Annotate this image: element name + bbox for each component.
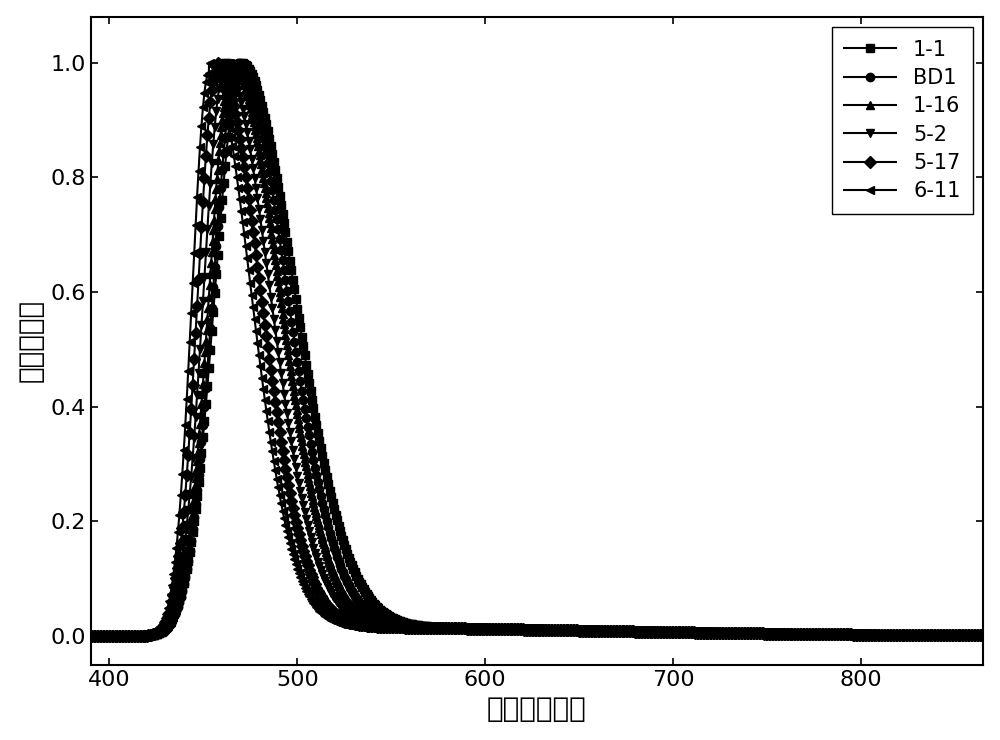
BD1 xyxy=(418,622,430,631)
1-1 xyxy=(753,629,765,638)
BD1 xyxy=(987,631,999,640)
5-17 xyxy=(753,629,765,638)
6-11 xyxy=(618,627,630,636)
1-1 xyxy=(233,70,245,78)
Y-axis label: 归一化强度: 归一化强度 xyxy=(17,299,45,383)
5-2 xyxy=(665,628,677,636)
6-11 xyxy=(233,190,245,199)
5-2 xyxy=(987,631,999,640)
BD1 xyxy=(665,628,677,636)
6-11 xyxy=(753,629,765,638)
1-16 xyxy=(753,629,765,638)
5-2 xyxy=(823,630,835,639)
1-16 xyxy=(987,631,999,640)
5-17 xyxy=(233,131,245,140)
5-17 xyxy=(823,630,835,639)
Line: 1-16: 1-16 xyxy=(68,58,997,640)
5-2 xyxy=(753,629,765,638)
1-1 xyxy=(235,58,247,67)
1-16 xyxy=(823,630,835,639)
1-1 xyxy=(66,632,78,641)
BD1 xyxy=(233,58,245,67)
Legend: 1-1, BD1, 1-16, 5-2, 5-17, 6-11: 1-1, BD1, 1-16, 5-2, 5-17, 6-11 xyxy=(832,27,973,214)
5-17 xyxy=(618,627,630,636)
5-2 xyxy=(233,90,245,98)
Line: 1-1: 1-1 xyxy=(68,58,997,640)
1-1 xyxy=(987,631,999,640)
Line: 5-17: 5-17 xyxy=(68,58,997,640)
BD1 xyxy=(753,629,765,638)
1-16 xyxy=(66,632,78,641)
1-16 xyxy=(226,58,238,67)
6-11 xyxy=(987,631,999,640)
5-2 xyxy=(418,623,430,632)
6-11 xyxy=(203,58,215,67)
1-16 xyxy=(418,623,430,632)
1-1 xyxy=(618,627,630,636)
6-11 xyxy=(418,624,430,633)
6-11 xyxy=(823,630,835,639)
5-2 xyxy=(218,58,230,67)
1-1 xyxy=(823,630,835,639)
BD1 xyxy=(618,627,630,636)
5-17 xyxy=(66,632,78,641)
BD1 xyxy=(823,630,835,639)
1-16 xyxy=(618,627,630,636)
5-17 xyxy=(987,631,999,640)
1-16 xyxy=(665,628,677,636)
5-2 xyxy=(618,627,630,636)
1-1 xyxy=(418,622,430,630)
5-2 xyxy=(66,632,78,641)
5-17 xyxy=(211,58,223,67)
Line: 6-11: 6-11 xyxy=(68,58,997,640)
6-11 xyxy=(66,632,78,641)
BD1 xyxy=(231,58,243,67)
BD1 xyxy=(66,632,78,641)
Line: 5-2: 5-2 xyxy=(68,58,997,640)
X-axis label: 波长（纳米）: 波长（纳米） xyxy=(487,696,587,723)
1-1 xyxy=(665,628,677,636)
Line: BD1: BD1 xyxy=(68,58,997,640)
6-11 xyxy=(665,628,677,636)
5-17 xyxy=(418,623,430,632)
1-16 xyxy=(233,66,245,75)
5-17 xyxy=(665,628,677,636)
